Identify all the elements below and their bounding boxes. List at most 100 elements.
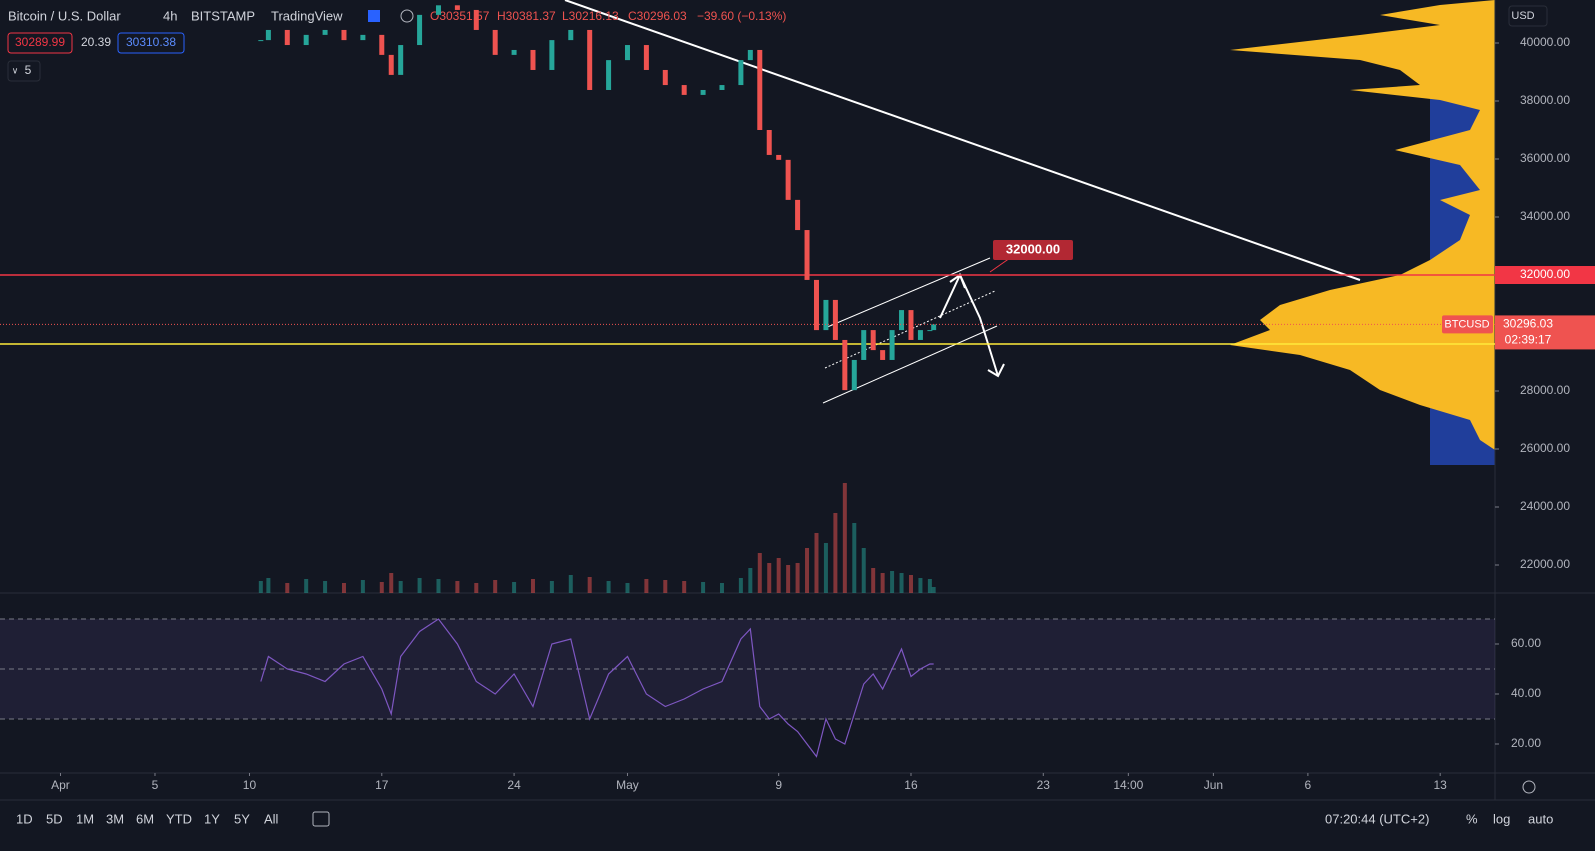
settings-icon[interactable] xyxy=(1522,780,1536,794)
range-button[interactable]: YTD xyxy=(166,811,192,826)
rsi-line xyxy=(260,618,934,758)
level-callout[interactable] xyxy=(993,240,1073,260)
volume-bar xyxy=(871,568,876,593)
flag-icon[interactable] xyxy=(368,10,380,22)
x-tick-label: May xyxy=(616,778,639,792)
volume-bar xyxy=(738,578,743,593)
range-button[interactable]: 6M xyxy=(136,811,154,826)
x-tick-label: 6 xyxy=(1305,778,1312,792)
x-tick-label: 16 xyxy=(904,778,918,792)
range-button[interactable]: 5D xyxy=(46,811,63,826)
scale-option[interactable]: % xyxy=(1466,811,1478,826)
candle xyxy=(643,45,649,70)
candle xyxy=(265,29,271,41)
volume-bar xyxy=(455,581,460,593)
volume-bar xyxy=(530,579,535,593)
volume-bar xyxy=(682,581,687,593)
range-button[interactable]: All xyxy=(264,811,279,826)
candle xyxy=(341,29,347,41)
volume-bar xyxy=(890,571,895,593)
y-tick-label: 34000.00 xyxy=(1520,209,1570,223)
spread: 20.39 xyxy=(81,35,111,49)
y-tick-label: 40.00 xyxy=(1511,686,1541,700)
candle xyxy=(899,310,905,331)
bottom-toolbar xyxy=(0,800,1595,851)
candle xyxy=(624,45,630,61)
volume-bar xyxy=(398,581,403,593)
candle xyxy=(927,330,933,332)
currency-button[interactable] xyxy=(1508,5,1548,27)
ohlc-high: H30381.37 xyxy=(497,9,556,23)
bid: 30289.99 xyxy=(15,35,65,49)
range-button[interactable]: 3M xyxy=(106,811,124,826)
volume-bar xyxy=(304,579,309,593)
indicator-count: 5 xyxy=(25,63,32,77)
candle xyxy=(681,85,687,95)
volume-bar xyxy=(861,548,866,593)
symbol-tag xyxy=(1442,315,1493,334)
trend-line xyxy=(564,0,1361,281)
date-range-icon[interactable] xyxy=(312,811,330,827)
candle xyxy=(842,339,848,391)
channel-bottom xyxy=(822,325,998,404)
volume-bar xyxy=(606,581,611,593)
candle xyxy=(747,49,753,61)
volume-bar xyxy=(776,558,781,593)
candle xyxy=(766,130,772,155)
candle xyxy=(908,310,914,340)
volume-bar xyxy=(757,553,762,593)
volume-bar xyxy=(379,582,384,593)
ask: 30310.38 xyxy=(126,35,176,49)
candle xyxy=(832,299,838,340)
volume-bar xyxy=(842,483,847,593)
candle xyxy=(322,29,328,35)
y-tick-label: 28000.00 xyxy=(1520,383,1570,397)
y-tick-label: 26000.00 xyxy=(1520,441,1570,455)
candle xyxy=(776,154,782,160)
price-tag xyxy=(1495,315,1595,350)
volume-bar xyxy=(927,579,932,593)
volume-bar xyxy=(814,533,819,593)
range-button[interactable]: 5Y xyxy=(234,811,250,826)
volume-bar xyxy=(880,573,885,593)
indicator-toggle[interactable] xyxy=(7,60,41,82)
volume-bar xyxy=(360,580,365,593)
candle xyxy=(549,40,555,70)
x-tick-label: 9 xyxy=(775,778,782,792)
x-tick-label: 14:00 xyxy=(1113,778,1143,792)
candle xyxy=(454,5,460,10)
volume-bar xyxy=(663,580,668,593)
x-tick-label: 5 xyxy=(152,778,159,792)
bid-box[interactable] xyxy=(7,32,73,54)
countdown: 02:39:17 xyxy=(1505,333,1552,347)
ohlc-close: C30296.03 xyxy=(628,9,687,23)
volume-bar xyxy=(512,582,517,593)
volume-bar xyxy=(795,563,800,593)
range-button[interactable]: 1M xyxy=(76,811,94,826)
volume-bar xyxy=(417,578,422,593)
volume-bar xyxy=(258,581,263,593)
volume-bar xyxy=(899,573,904,593)
candle xyxy=(587,29,593,90)
y-tick-label: 24000.00 xyxy=(1520,499,1570,513)
candle xyxy=(606,60,612,90)
scale-option[interactable]: log xyxy=(1493,811,1510,826)
volume-bar xyxy=(908,575,913,593)
status-icon xyxy=(400,9,414,23)
currency: USD xyxy=(1511,10,1534,22)
candle xyxy=(813,279,819,331)
volume-bar xyxy=(823,543,828,593)
range-button[interactable]: 1Y xyxy=(204,811,220,826)
clock: 07:20:44 (UTC+2) xyxy=(1325,811,1429,826)
candle xyxy=(284,29,290,46)
volume-profile xyxy=(1230,0,1495,465)
level-callout-label: 32000.00 xyxy=(1006,241,1060,256)
symbol-title: Bitcoin / U.S. Dollar xyxy=(8,8,121,23)
scale-option[interactable]: auto xyxy=(1528,811,1553,826)
volume-bar xyxy=(549,581,554,593)
volume-bar xyxy=(833,513,838,593)
ask-box[interactable] xyxy=(117,32,185,54)
volume-bar xyxy=(644,579,649,593)
range-button[interactable]: 1D xyxy=(16,811,33,826)
